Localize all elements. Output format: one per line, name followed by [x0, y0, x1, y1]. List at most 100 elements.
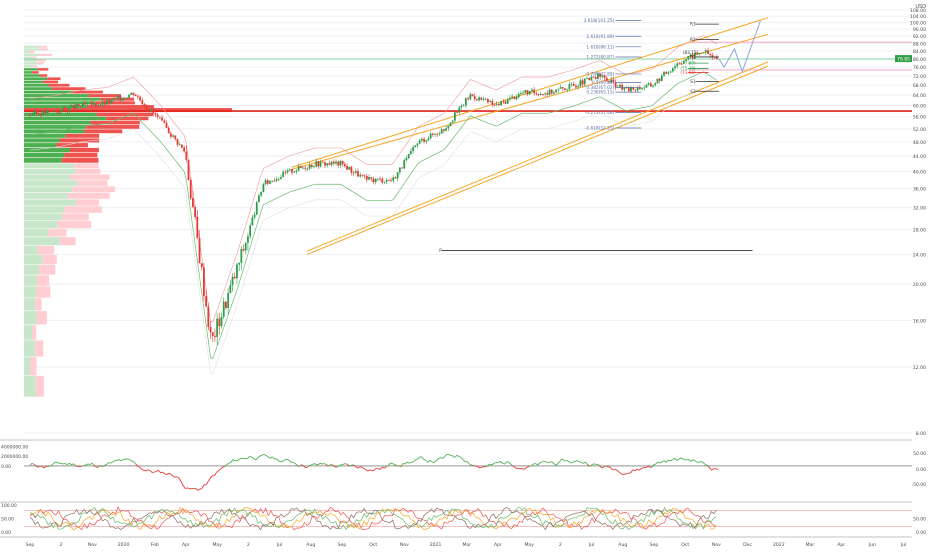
- osc1-seg: [260, 455, 262, 456]
- y-tick-label-17: 40.00: [913, 169, 926, 175]
- callout-label: (83.15): [683, 50, 699, 55]
- candle-body: [670, 71, 672, 72]
- osc1-seg: [666, 460, 668, 462]
- candle-body: [584, 79, 586, 85]
- osc1-seg: [710, 468, 712, 470]
- osc1-seg: [45, 466, 47, 468]
- candle-body: [282, 172, 284, 177]
- candle-body: [392, 177, 394, 180]
- osc1-seg: [233, 460, 235, 461]
- candle-body: [705, 50, 707, 52]
- vp-down-bar: [65, 206, 102, 213]
- candle-body: [135, 95, 137, 96]
- osc1-seg: [705, 465, 707, 466]
- x-tick-label-7: 2: [247, 542, 250, 548]
- candle-body: [476, 99, 478, 100]
- osc1-seg: [395, 464, 397, 465]
- pivot-label-7: S3: [690, 89, 696, 94]
- osc1-seg: [279, 461, 281, 462]
- osc1-seg: [670, 460, 672, 461]
- osc1-seg: [531, 464, 533, 466]
- osc1-seg: [409, 462, 411, 463]
- osc1-seg: [129, 459, 131, 461]
- vp-up-bar: [24, 71, 32, 73]
- x-tick-label-19: Aug: [618, 542, 627, 548]
- vp-down-bar: [40, 74, 47, 77]
- osc1-seg: [372, 470, 374, 471]
- candle-body: [122, 98, 124, 100]
- vp-up-bar: [24, 98, 100, 101]
- candle-body: [47, 110, 49, 113]
- osc1-seg: [285, 459, 287, 460]
- y-tick-label-13: 56.00: [913, 115, 926, 121]
- vp-down-bar: [36, 286, 50, 297]
- osc1-seg: [407, 462, 409, 463]
- vp-down-bar: [37, 275, 49, 286]
- candle-body: [221, 317, 223, 326]
- candle-body: [425, 140, 427, 141]
- candle-body: [102, 101, 104, 104]
- fib-label-8: -0.272(57.48): [585, 110, 615, 116]
- vp-down-bar: [48, 84, 69, 87]
- candle-body: [641, 88, 643, 89]
- y-tick-label-3: 96.00: [913, 27, 926, 33]
- candle-body: [480, 97, 482, 99]
- candle-body: [34, 111, 36, 115]
- price-label: 79.85: [897, 57, 910, 63]
- vp-down-bar: [78, 180, 108, 186]
- osc1-seg: [98, 465, 100, 467]
- osc1-seg: [502, 463, 504, 464]
- osc1-seg: [90, 463, 92, 464]
- osc1-seg: [629, 473, 631, 474]
- candle-body: [395, 177, 397, 178]
- candle-body: [546, 93, 548, 94]
- candle-body: [573, 84, 575, 86]
- candle-body: [549, 90, 551, 95]
- candle-body: [661, 76, 663, 81]
- y-tick-label-1: 104.00: [910, 14, 926, 20]
- osc1-seg: [393, 464, 395, 465]
- candle-body: [648, 83, 650, 84]
- candle-body: [522, 93, 524, 94]
- candle-body: [254, 215, 256, 218]
- candle-body: [73, 105, 75, 109]
- osc1-seg: [585, 462, 587, 464]
- candle-body: [516, 97, 518, 99]
- candle-body: [265, 180, 267, 184]
- vp-up-bar: [24, 340, 35, 356]
- candle-body: [194, 207, 196, 217]
- candle-body: [401, 168, 403, 169]
- osc1-seg: [289, 460, 291, 462]
- osc1-seg: [167, 473, 169, 474]
- candle-body: [139, 97, 141, 100]
- osc1-seg: [274, 458, 276, 459]
- candle-body: [306, 169, 308, 170]
- x-tick-label-15: Apr: [494, 542, 502, 548]
- osc1-seg: [254, 459, 256, 460]
- y-tick-label-0: 108.00: [910, 8, 926, 14]
- osc1-seg: [181, 482, 183, 486]
- vp-up-bar: [24, 105, 87, 108]
- candle-body: [562, 87, 564, 88]
- osc1-seg: [237, 459, 239, 460]
- candle-body: [337, 162, 339, 166]
- candle-body: [192, 198, 194, 207]
- osc1-seg: [627, 473, 629, 474]
- vp-down-bar: [32, 71, 39, 73]
- candle-body: [302, 168, 304, 169]
- candle-body: [652, 85, 654, 86]
- vp-up-bar: [24, 129, 84, 133]
- candle-body: [232, 277, 234, 285]
- candle-body: [271, 181, 273, 182]
- candle-body: [650, 83, 652, 86]
- vp-down-bar: [38, 68, 49, 70]
- osc2-left-tick-0: 100.00: [1, 503, 17, 509]
- vp-down-bar: [32, 325, 36, 340]
- osc1-seg: [142, 469, 144, 470]
- candle-body: [524, 90, 526, 92]
- osc1-seg: [113, 461, 115, 462]
- y-tick-label-19: 32.00: [913, 206, 926, 212]
- candle-body: [185, 151, 187, 159]
